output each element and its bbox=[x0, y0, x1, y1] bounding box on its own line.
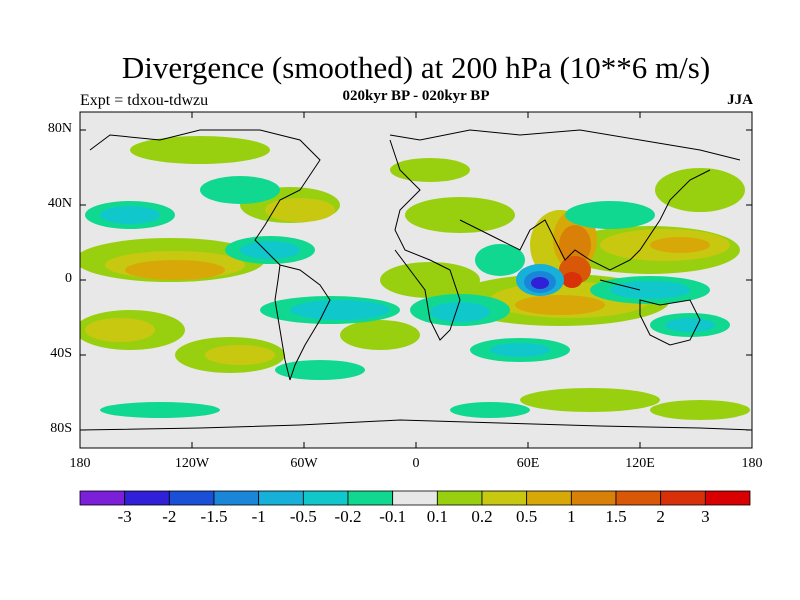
colorbar-swatch bbox=[347, 490, 394, 506]
colorbar-label: 2 bbox=[656, 507, 665, 526]
x-tick-label: 180 bbox=[69, 456, 91, 471]
chart-title: Divergence (smoothed) at 200 hPa (10**6 … bbox=[121, 50, 711, 85]
y-tick-label: 80N bbox=[47, 121, 72, 136]
x-tick-label: 120E bbox=[625, 456, 655, 471]
y-tick-label: 0 bbox=[65, 271, 72, 286]
axis-ticks bbox=[79, 112, 753, 448]
experiment-label: Expt = tdxou-tdwzu bbox=[80, 92, 209, 109]
colorbar-label: 1 bbox=[567, 507, 576, 526]
colorbar-swatch bbox=[436, 490, 483, 506]
x-tick-label: 60E bbox=[516, 456, 540, 471]
colorbar-label: 3 bbox=[701, 507, 710, 526]
season-label: JJA bbox=[727, 92, 753, 108]
colorbar-label: -2 bbox=[162, 507, 177, 526]
colorbar-label: 0.5 bbox=[516, 507, 538, 526]
x-tick-label: 60W bbox=[290, 456, 318, 471]
x-tick-label: 180 bbox=[741, 456, 763, 471]
colorbar-label: 0.2 bbox=[471, 507, 493, 526]
colorbar-label: 0.1 bbox=[426, 507, 448, 526]
colorbar-swatch bbox=[258, 490, 304, 506]
chart-subtitle: 020kyr BP - 020kyr BP bbox=[342, 88, 490, 104]
y-tick-label: 80S bbox=[50, 421, 72, 436]
colorbar-swatch bbox=[124, 490, 170, 506]
colorbar-swatch bbox=[213, 490, 260, 506]
colorbar-label: -3 bbox=[117, 507, 132, 526]
colorbar-swatch bbox=[660, 490, 706, 506]
colorbar-swatch bbox=[392, 490, 438, 506]
y-tick-label: 40S bbox=[50, 346, 72, 361]
colorbar-swatch bbox=[526, 490, 572, 506]
y-tick-label: 40N bbox=[47, 196, 72, 211]
colorbar-label: -0.5 bbox=[289, 507, 317, 526]
colorbar-swatch bbox=[481, 490, 528, 506]
colorbar-label: -0.2 bbox=[334, 507, 362, 526]
colorbar bbox=[79, 490, 751, 506]
colorbar-swatch bbox=[168, 490, 215, 506]
x-tick-label: 120W bbox=[174, 456, 210, 471]
divergence-field bbox=[80, 129, 752, 431]
colorbar-label: 1.5 bbox=[605, 507, 627, 526]
colorbar-swatch bbox=[615, 490, 662, 506]
colorbar-swatch bbox=[570, 490, 617, 506]
colorbar-swatch bbox=[79, 490, 126, 506]
colorbar-label: -0.1 bbox=[379, 507, 407, 526]
colorbar-swatch bbox=[704, 490, 751, 506]
x-tick-label: 0 bbox=[412, 456, 420, 471]
colorbar-label: -1 bbox=[251, 507, 266, 526]
colorbar-swatch bbox=[302, 490, 349, 506]
colorbar-label: -1.5 bbox=[200, 507, 228, 526]
